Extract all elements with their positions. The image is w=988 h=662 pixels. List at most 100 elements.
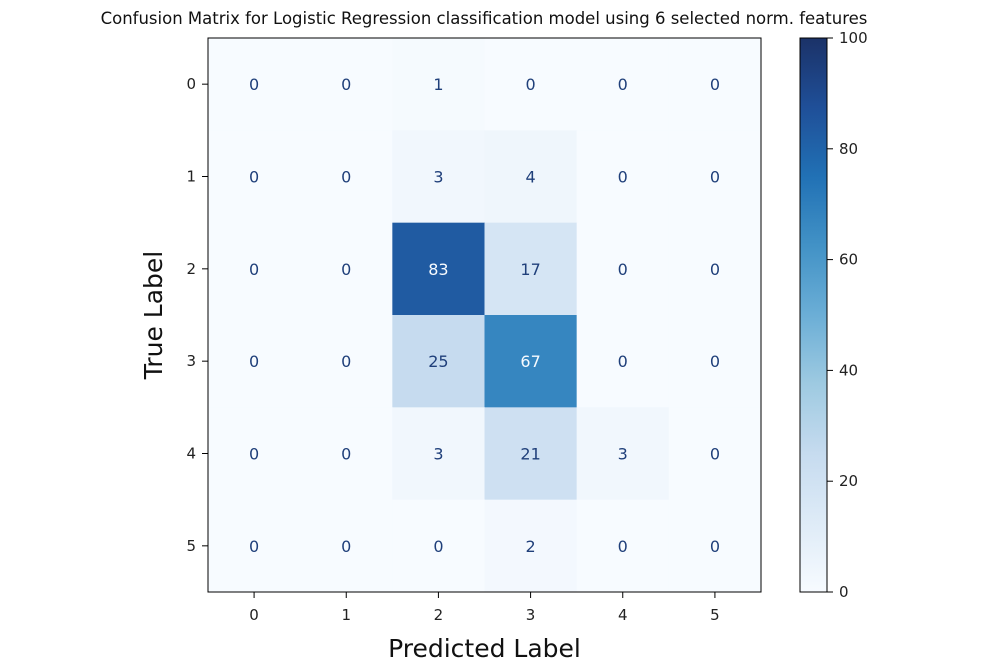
heatmap-cell xyxy=(392,130,485,224)
cell-value-label: 0 xyxy=(249,352,259,371)
heatmap-cell xyxy=(208,407,301,501)
colorbar-tick-label: 60 xyxy=(839,251,858,269)
x-tick-label: 2 xyxy=(434,606,444,624)
cell-value-label: 0 xyxy=(710,352,720,371)
x-tick-label: 1 xyxy=(341,606,351,624)
heatmap-cell xyxy=(208,222,301,316)
heatmap-cell xyxy=(208,315,301,408)
heatmap-cell xyxy=(668,130,762,224)
heatmap-cell xyxy=(208,38,301,131)
colorbar-tick-label: 80 xyxy=(839,140,858,158)
heatmap-cell xyxy=(484,38,578,131)
cell-value-label: 1 xyxy=(433,75,443,94)
cell-value-label: 0 xyxy=(618,260,628,279)
heatmap-cell xyxy=(484,130,578,224)
y-tick-label: 4 xyxy=(186,445,196,463)
heatmap-cell xyxy=(668,315,762,408)
y-tick-label: 2 xyxy=(186,260,196,278)
heatmap-cells: 0 0 1 0 0 0 0 0 3 4 0 0 0 0 83 17 0 0 0 0 25 67 0 0 0 0 3 21 3 0 0 0 0 2 0… xyxy=(208,38,762,593)
cell-value-label: 17 xyxy=(520,260,540,279)
colorbar xyxy=(799,37,828,593)
cell-value-label: 25 xyxy=(428,352,448,371)
cell-value-label: 0 xyxy=(618,168,628,187)
cell-value-label: 0 xyxy=(341,260,351,279)
y-axis-label: True Label xyxy=(139,251,168,381)
x-tick-label: 4 xyxy=(618,606,628,624)
cell-value-label: 0 xyxy=(249,260,259,279)
heatmap-cell xyxy=(300,499,393,593)
cell-value-label: 0 xyxy=(710,168,720,187)
y-tick-label: 1 xyxy=(186,168,196,186)
heatmap-cell xyxy=(392,315,485,408)
heatmap-cell xyxy=(668,38,762,131)
heatmap-cell xyxy=(300,407,393,501)
heatmap-cell xyxy=(484,222,578,316)
cell-value-label: 0 xyxy=(341,75,351,94)
heatmap-cell xyxy=(576,407,670,501)
heatmap-cell xyxy=(300,130,393,224)
heatmap-cell xyxy=(392,407,485,501)
cell-value-label: 0 xyxy=(525,75,535,94)
chart-title: Confusion Matrix for Logistic Regression… xyxy=(101,9,868,28)
cell-value-label: 0 xyxy=(618,75,628,94)
cell-value-label: 21 xyxy=(520,445,540,464)
cell-value-label: 0 xyxy=(710,75,720,94)
heatmap-cell xyxy=(668,222,762,316)
cell-value-label: 0 xyxy=(341,445,351,464)
cell-value-label: 0 xyxy=(618,537,628,556)
heatmap-cell xyxy=(576,222,670,316)
heatmap-cell xyxy=(392,222,485,316)
cell-value-label: 0 xyxy=(341,537,351,556)
cell-value-label: 0 xyxy=(249,168,259,187)
x-tick-label: 0 xyxy=(249,606,259,624)
colorbar-tick-label: 20 xyxy=(839,472,858,490)
cell-value-label: 2 xyxy=(525,537,535,556)
heatmap-cell xyxy=(668,499,762,593)
colorbar-ticks: 0 20 40 60 80 100 xyxy=(827,29,868,601)
x-tick-label: 5 xyxy=(710,606,720,624)
y-axis-ticks: 0 1 2 3 4 5 xyxy=(186,75,208,555)
cell-value-label: 3 xyxy=(433,445,443,464)
colorbar-tick-label: 40 xyxy=(839,361,858,379)
cell-value-label: 67 xyxy=(520,352,540,371)
cell-value-label: 0 xyxy=(710,445,720,464)
heatmap-cell xyxy=(576,499,670,593)
colorbar-tick-label: 0 xyxy=(839,583,849,601)
cell-value-label: 0 xyxy=(710,537,720,556)
heatmap-cell xyxy=(392,499,485,593)
heatmap-cell xyxy=(576,315,670,408)
heatmap-cell xyxy=(300,315,393,408)
cell-value-label: 3 xyxy=(618,445,628,464)
heatmap-cell xyxy=(576,130,670,224)
heatmap-cell xyxy=(484,499,578,593)
heatmap-cell xyxy=(576,38,670,131)
heatmap-cell xyxy=(484,315,578,408)
heatmap-cell xyxy=(668,407,762,501)
y-tick-label: 5 xyxy=(186,537,196,555)
heatmap-cell xyxy=(208,130,301,224)
cell-value-label: 0 xyxy=(341,352,351,371)
cell-value-label: 0 xyxy=(710,260,720,279)
heatmap-cell xyxy=(484,407,578,501)
y-tick-label: 3 xyxy=(186,352,196,370)
cell-value-label: 0 xyxy=(341,168,351,187)
cell-value-label: 0 xyxy=(249,445,259,464)
plot-frame xyxy=(207,37,762,593)
cell-value-label: 0 xyxy=(249,75,259,94)
heatmap-cell xyxy=(208,499,301,593)
x-tick-label: 3 xyxy=(526,606,536,624)
cell-value-label: 0 xyxy=(249,537,259,556)
cell-value-label: 83 xyxy=(428,260,448,279)
x-axis-ticks: 0 1 2 3 4 5 xyxy=(249,592,720,624)
heatmap-cell xyxy=(300,222,393,316)
x-axis-label: Predicted Label xyxy=(388,634,581,662)
heatmap-cell xyxy=(300,38,393,131)
y-tick-label: 0 xyxy=(186,75,196,93)
cell-value-label: 0 xyxy=(433,537,443,556)
cell-value-label: 0 xyxy=(618,352,628,371)
colorbar-tick-label: 100 xyxy=(839,29,868,47)
cell-value-label: 4 xyxy=(525,168,535,187)
heatmap-cell xyxy=(392,38,485,131)
cell-value-label: 3 xyxy=(433,168,443,187)
